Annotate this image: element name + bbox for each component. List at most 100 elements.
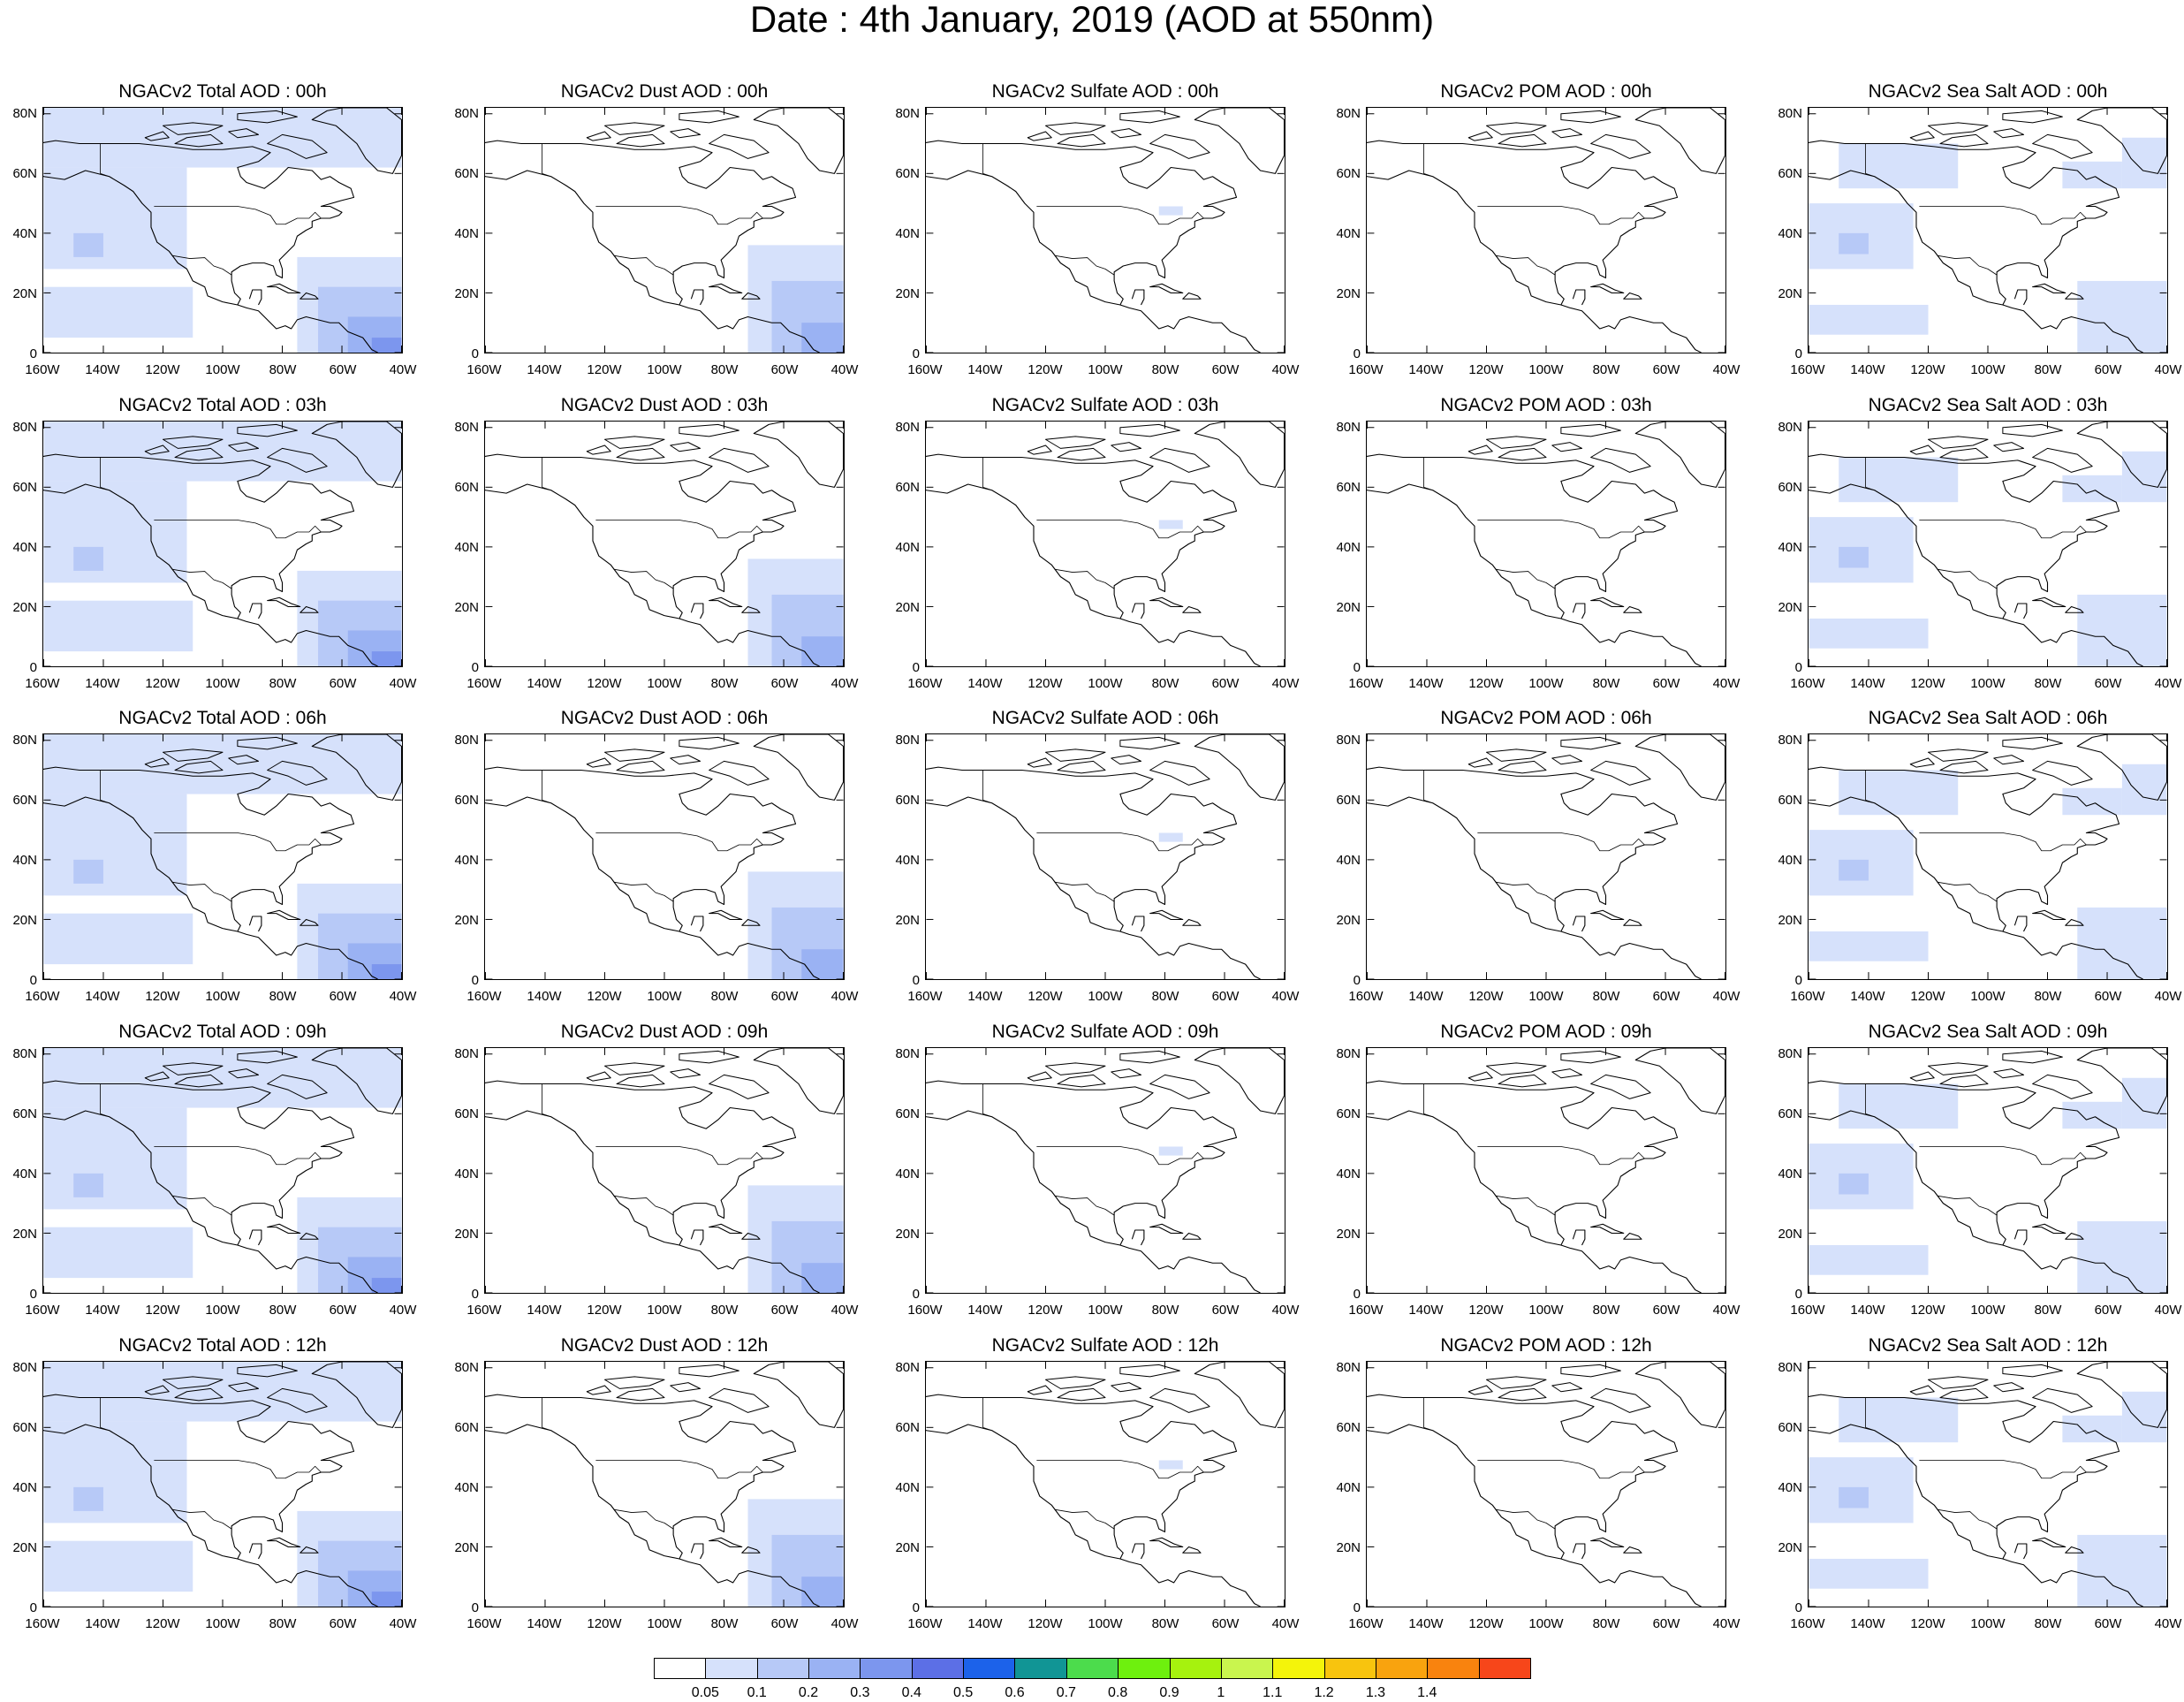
lon-tick-label: 100W [1970, 989, 2006, 1004]
arctic-island [2032, 1387, 2093, 1413]
arctic-island [267, 133, 328, 159]
lat-tick-label: 80N [895, 105, 920, 121]
border-us-mexico [171, 881, 232, 902]
arctic-island [267, 760, 328, 786]
lon-tick-label: 60W [1211, 989, 1240, 1004]
map-panel-dust-00h: NGACv2 Dust AOD : 00h 80N 60N 40N 20N 0 160W 14… [454, 82, 858, 377]
lat-tick-label: 0 [1353, 1600, 1361, 1615]
arctic-island [670, 442, 701, 452]
arctic-island [1927, 748, 1989, 762]
island-hispaniola [300, 605, 319, 613]
lon-tick-label: 80W [1151, 1616, 1179, 1631]
aod-shade-region [801, 949, 844, 979]
lon-tick-label: 40W [1271, 989, 1300, 1004]
lon-tick-label: 100W [1088, 362, 1123, 377]
aod-shade-region [43, 422, 402, 482]
lat-tick-label: 60N [12, 792, 37, 808]
coastline-atlantic-arctic [926, 766, 1238, 932]
arctic-island [1149, 133, 1210, 159]
map-plot-area [925, 421, 1285, 667]
lon-tick-label: 120W [1910, 1303, 1945, 1318]
arctic-island [1057, 760, 1106, 774]
coastline-pacific [43, 483, 378, 666]
coastline-greenland [311, 422, 402, 488]
arctic-island [1993, 442, 2025, 452]
lat-tick-label: 40N [1778, 852, 1802, 868]
lat-tick-label: 0 [29, 660, 37, 675]
arctic-island [267, 1074, 328, 1099]
lat-tick-label: 20N [1336, 912, 1361, 928]
arctic-island [1027, 757, 1052, 768]
lon-tick-label: 140W [85, 1303, 120, 1318]
border-us-canada [1036, 1146, 1204, 1166]
coastline-atlantic-arctic [485, 453, 797, 619]
map-panel-sulfate-09h: NGACv2 Sulfate AOD : 09h 80N 60N 40N 20N 0 160… [895, 1022, 1299, 1318]
border-alaska [982, 1083, 992, 1118]
lon-tick-label: 160W [466, 989, 502, 1004]
lat-tick-label: 80N [895, 1045, 920, 1061]
border-alaska [542, 143, 551, 178]
border-us-mexico [613, 1508, 674, 1530]
aod-shade-region [1809, 931, 1929, 961]
lon-tick-label: 60W [1652, 362, 1680, 377]
coastline-pacific [485, 1424, 820, 1607]
lat-tick-label: 20N [895, 1226, 920, 1242]
lon-tick-label: 120W [587, 1303, 622, 1318]
coastline-pacific [1367, 483, 1702, 666]
lat-tick-label: 80N [454, 419, 479, 435]
arctic-island [228, 1068, 260, 1079]
lon-tick-label: 120W [1028, 1303, 1063, 1318]
lon-tick-label: 80W [1592, 1616, 1620, 1631]
arctic-island [237, 110, 298, 124]
lon-tick-label: 60W [329, 1616, 357, 1631]
lon-tick-label: 140W [527, 362, 562, 377]
arctic-island [1551, 442, 1583, 452]
lon-tick-label: 40W [1271, 1616, 1300, 1631]
coastline-pacific [1367, 1110, 1702, 1293]
border-us-mexico [1054, 881, 1115, 902]
lat-tick-label: 20N [1778, 1226, 1802, 1242]
island-hispaniola [2065, 918, 2084, 926]
arctic-island [1909, 757, 1935, 768]
arctic-island [1498, 1387, 1547, 1402]
aod-shade-region [73, 1173, 103, 1197]
arctic-island [1027, 1071, 1052, 1082]
colorbar-swatch [1272, 1658, 1325, 1679]
arctic-island [162, 1376, 224, 1389]
arctic-island [679, 423, 739, 437]
lon-tick-label: 80W [1151, 1303, 1179, 1318]
coastline-pacific [926, 796, 1261, 979]
border-us-canada [1036, 832, 1204, 852]
coastline-atlantic-arctic [1367, 1080, 1679, 1246]
map-panel-pom-03h: NGACv2 POM AOD : 03h 80N 60N 40N 20N 0 160W 140… [1336, 396, 1740, 691]
coastline-atlantic-arctic [1809, 140, 2120, 306]
border-us-canada [1036, 1460, 1204, 1479]
map-panel-seasalt-03h: NGACv2 Sea Salt AOD : 03h 80N 60N 40N 20N 0 16… [1778, 396, 2181, 691]
lat-tick-label: 60N [454, 1419, 479, 1435]
lat-tick-label: 80N [1336, 732, 1361, 748]
map-canvas [1809, 1048, 2167, 1293]
coastline-pacific [485, 796, 820, 979]
lat-tick-label: 80N [1336, 105, 1361, 121]
lon-tick-label: 160W [907, 676, 943, 691]
border-alaska [982, 1397, 992, 1432]
arctic-island [174, 447, 224, 461]
lon-tick-label: 80W [2034, 989, 2062, 1004]
lat-tick-label: 40N [12, 225, 37, 241]
aod-shade-region [43, 734, 402, 794]
lon-tick-label: 100W [1528, 676, 1564, 691]
arctic-island [616, 447, 665, 461]
aod-shade-region [43, 1362, 402, 1422]
coastline-atlantic-arctic [926, 453, 1238, 619]
panel-title: NGACv2 Sulfate AOD : 06h [991, 708, 1219, 728]
arctic-island [2032, 760, 2093, 786]
map-panel-seasalt-09h: NGACv2 Sea Salt AOD : 09h 80N 60N 40N 20N 0 16… [1778, 1022, 2181, 1318]
lat-tick-label: 40N [12, 1479, 37, 1495]
island-hispaniola [1623, 1546, 1642, 1554]
map-canvas [1367, 422, 1725, 666]
colorbar-swatch [860, 1658, 913, 1679]
aod-shade-region [1839, 232, 1869, 255]
lon-tick-label: 80W [710, 1303, 739, 1318]
map-panel-total-06h: NGACv2 Total AOD : 06h 80N 60N 40N 20N 0 160W 1… [12, 709, 416, 1004]
aod-shade-region [1839, 143, 1959, 189]
